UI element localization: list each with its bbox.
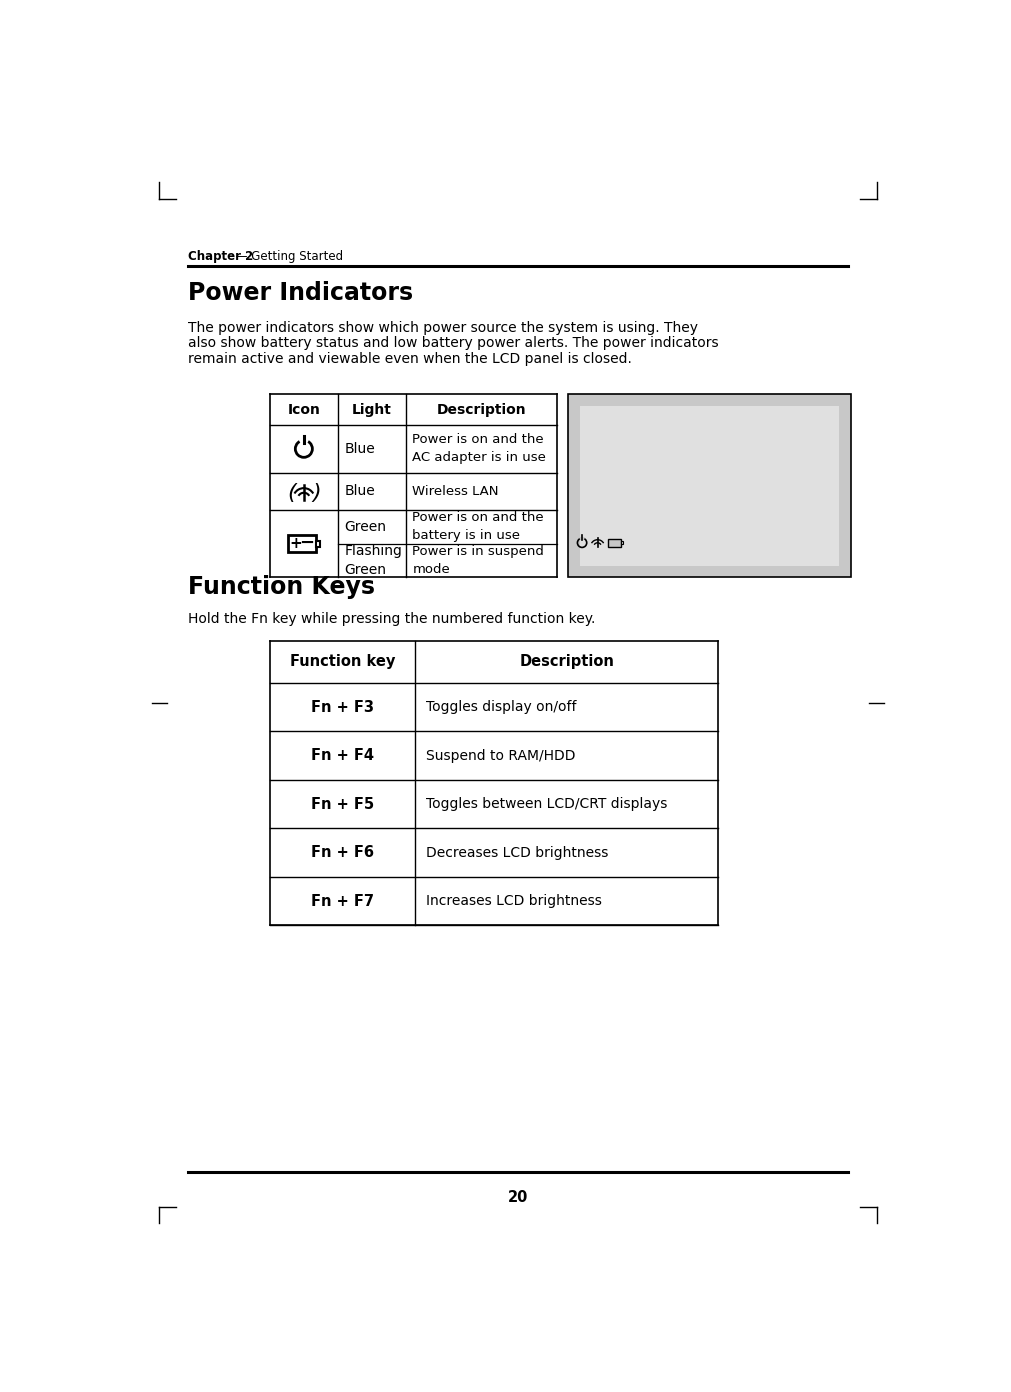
Text: (: ( bbox=[287, 483, 296, 503]
Text: Fn + F4: Fn + F4 bbox=[311, 749, 374, 763]
Text: 20: 20 bbox=[508, 1190, 529, 1204]
Text: Wireless LAN: Wireless LAN bbox=[412, 484, 498, 498]
Text: Power is on and the
AC adapter is in use: Power is on and the AC adapter is in use bbox=[412, 433, 546, 465]
Bar bbox=[288, 535, 316, 553]
Text: Light: Light bbox=[352, 402, 392, 416]
Text: Fn + F7: Fn + F7 bbox=[311, 894, 374, 909]
Bar bbox=[621, 541, 623, 544]
Text: Power is in suspend
mode: Power is in suspend mode bbox=[412, 546, 544, 576]
Text: remain active and viewable even when the LCD panel is closed.: remain active and viewable even when the… bbox=[188, 352, 632, 366]
Text: ): ) bbox=[312, 483, 320, 503]
Text: −: − bbox=[299, 533, 314, 551]
Text: Description: Description bbox=[437, 402, 527, 416]
Text: Power is on and the
battery is in use: Power is on and the battery is in use bbox=[412, 511, 544, 541]
Bar bbox=[579, 405, 839, 567]
Text: Function Keys: Function Keys bbox=[188, 575, 375, 599]
Text: Suspend to RAM/HDD: Suspend to RAM/HDD bbox=[427, 749, 576, 763]
Text: Toggles between LCD/CRT displays: Toggles between LCD/CRT displays bbox=[427, 798, 667, 812]
Bar bbox=[609, 539, 621, 547]
Text: Fn + F3: Fn + F3 bbox=[311, 700, 374, 714]
Text: Description: Description bbox=[519, 654, 614, 670]
Text: Blue: Blue bbox=[344, 484, 375, 498]
Text: The power indicators show which power source the system is using. They: The power indicators show which power so… bbox=[188, 322, 699, 335]
Bar bbox=[568, 394, 851, 578]
Text: Green: Green bbox=[344, 519, 386, 533]
Text: Blue: Blue bbox=[344, 441, 375, 455]
Text: Function key: Function key bbox=[290, 654, 395, 670]
Text: Icon: Icon bbox=[287, 402, 320, 416]
Text: Chapter 2: Chapter 2 bbox=[188, 251, 254, 263]
Text: — Getting Started: — Getting Started bbox=[232, 251, 343, 263]
Bar bbox=[316, 541, 320, 547]
Text: Flashing
Green: Flashing Green bbox=[344, 544, 402, 576]
Text: Hold the Fn key while pressing the numbered function key.: Hold the Fn key while pressing the numbe… bbox=[188, 612, 595, 626]
Text: Power Indicators: Power Indicators bbox=[188, 281, 413, 305]
Text: Decreases LCD brightness: Decreases LCD brightness bbox=[427, 846, 609, 860]
Text: Toggles display on/off: Toggles display on/off bbox=[427, 700, 577, 714]
Text: Fn + F6: Fn + F6 bbox=[311, 845, 374, 860]
Text: Fn + F5: Fn + F5 bbox=[311, 796, 374, 812]
Text: +: + bbox=[289, 536, 301, 551]
Text: Increases LCD brightness: Increases LCD brightness bbox=[427, 894, 603, 908]
Text: also show battery status and low battery power alerts. The power indicators: also show battery status and low battery… bbox=[188, 337, 719, 351]
